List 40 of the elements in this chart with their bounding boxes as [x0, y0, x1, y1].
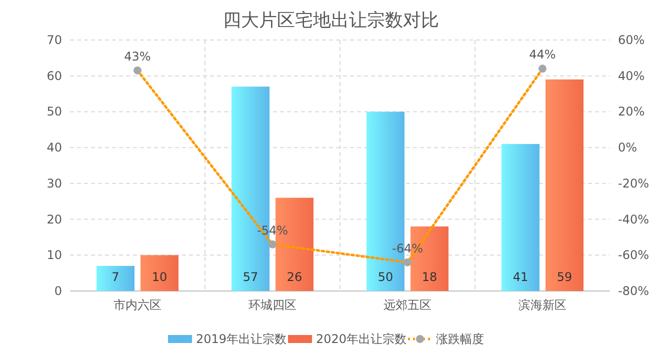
- y2-tick-label: -40%: [618, 212, 650, 226]
- legend-label: 2019年出让宗数: [196, 332, 287, 346]
- data-label: 41: [512, 270, 528, 284]
- y-tick-label: 30: [46, 176, 62, 190]
- y2-tick-label: 40%: [618, 68, 645, 83]
- legend-label: 涨跌幅度: [436, 332, 484, 346]
- bar: [502, 144, 540, 291]
- legend-label: 2020年出让宗数: [316, 332, 407, 346]
- data-label: 57: [242, 270, 258, 284]
- x-tick-label: 远郊五区: [384, 298, 432, 312]
- y2-tick-label: -60%: [618, 248, 650, 262]
- y2-tick-label: 0%: [618, 140, 638, 155]
- data-label: 44%: [529, 48, 556, 62]
- y-tick-label: 40: [46, 140, 62, 155]
- y2-tick-label: 60%: [618, 33, 645, 47]
- bar: [140, 255, 178, 291]
- data-label: -64%: [392, 241, 424, 256]
- y-tick-label: 50: [46, 104, 62, 119]
- data-label: 43%: [124, 49, 151, 64]
- bar: [546, 79, 584, 291]
- data-label: 18: [422, 270, 438, 284]
- y-tick-label: 20: [46, 212, 62, 226]
- y-tick-label: 60: [46, 68, 62, 83]
- y-tick-label: 0: [54, 284, 62, 298]
- data-label: 50: [378, 270, 394, 284]
- x-tick-label: 滨海新区: [518, 298, 566, 312]
- bar: [96, 266, 134, 291]
- data-label: 10: [152, 270, 168, 284]
- y2-tick-label: -80%: [618, 284, 650, 298]
- y2-tick-label: -20%: [618, 176, 650, 190]
- data-label: -54%: [256, 223, 288, 238]
- x-tick-label: 市内六区: [114, 298, 162, 312]
- y-tick-label: 10: [46, 248, 62, 262]
- data-label: 7: [112, 270, 120, 284]
- data-label: 26: [286, 270, 302, 284]
- x-tick-label: 环城四区: [248, 298, 296, 312]
- chart-title: 四大片区宅地出让宗数对比: [223, 10, 439, 31]
- data-label: 59: [556, 270, 572, 284]
- y2-tick-label: 20%: [618, 104, 645, 119]
- y-tick-label: 70: [46, 33, 62, 47]
